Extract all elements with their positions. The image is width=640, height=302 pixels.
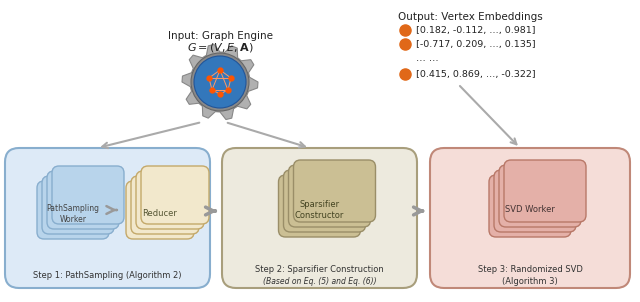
FancyBboxPatch shape (499, 165, 581, 227)
Text: [0.182, -0.112, …, 0.981]: [0.182, -0.112, …, 0.981] (416, 25, 536, 34)
FancyBboxPatch shape (494, 170, 576, 232)
FancyBboxPatch shape (278, 175, 360, 237)
Text: SVD Worker: SVD Worker (505, 205, 555, 214)
FancyBboxPatch shape (222, 148, 417, 288)
Circle shape (194, 56, 246, 108)
FancyBboxPatch shape (289, 165, 371, 227)
Text: Output: Vertex Embeddings: Output: Vertex Embeddings (398, 12, 543, 22)
Text: Input: Graph Engine: Input: Graph Engine (168, 31, 273, 41)
Text: Sparsifier
Constructor: Sparsifier Constructor (295, 200, 344, 220)
FancyBboxPatch shape (504, 160, 586, 222)
FancyBboxPatch shape (52, 166, 124, 224)
Text: PathSampling
Worker: PathSampling Worker (47, 204, 99, 224)
Text: (Based on Eq. (5) and Eq. (6)): (Based on Eq. (5) and Eq. (6)) (262, 277, 376, 285)
FancyBboxPatch shape (136, 171, 204, 229)
FancyBboxPatch shape (430, 148, 630, 288)
FancyBboxPatch shape (47, 171, 119, 229)
Text: [-0.717, 0.209, …, 0.135]: [-0.717, 0.209, …, 0.135] (416, 40, 536, 49)
Text: Step 2: Sparsifier Construction: Step 2: Sparsifier Construction (255, 265, 384, 275)
FancyBboxPatch shape (42, 176, 114, 234)
FancyBboxPatch shape (489, 175, 571, 237)
Text: [0.415, 0.869, …, -0.322]: [0.415, 0.869, …, -0.322] (416, 69, 536, 79)
FancyBboxPatch shape (284, 170, 365, 232)
Circle shape (191, 53, 249, 111)
FancyBboxPatch shape (37, 181, 109, 239)
Text: Step 3: Randomized SVD: Step 3: Randomized SVD (477, 265, 582, 275)
FancyBboxPatch shape (141, 166, 209, 224)
FancyBboxPatch shape (131, 176, 199, 234)
FancyBboxPatch shape (126, 181, 194, 239)
Text: $G = (V, E, \mathbf{A})$: $G = (V, E, \mathbf{A})$ (187, 41, 253, 54)
Text: … …: … … (416, 53, 438, 63)
Text: Reducer: Reducer (143, 210, 177, 219)
FancyBboxPatch shape (294, 160, 376, 222)
Text: Step 1: PathSampling (Algorithm 2): Step 1: PathSampling (Algorithm 2) (33, 271, 182, 281)
Polygon shape (182, 44, 258, 120)
Text: (Algorithm 3): (Algorithm 3) (502, 277, 558, 285)
FancyBboxPatch shape (5, 148, 210, 288)
